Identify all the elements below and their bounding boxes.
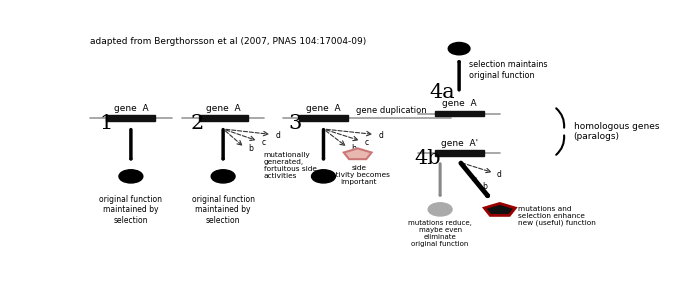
Text: c: c — [262, 138, 266, 147]
Text: gene  A: gene A — [306, 104, 341, 113]
Text: d: d — [378, 131, 383, 140]
Text: gene  A: gene A — [206, 104, 240, 113]
Text: 3: 3 — [288, 114, 302, 133]
Text: d: d — [497, 170, 502, 179]
Polygon shape — [484, 203, 515, 215]
Text: adapted from Bergthorsson et al (2007, PNAS 104:17004-09): adapted from Bergthorsson et al (2007, P… — [90, 37, 367, 45]
Text: 4b: 4b — [414, 149, 440, 168]
Text: mutations and
selection enhance
new (useful) function: mutations and selection enhance new (use… — [518, 206, 596, 226]
Text: original function
maintained by
selection: original function maintained by selectio… — [192, 195, 255, 225]
Text: b: b — [482, 182, 486, 191]
Ellipse shape — [119, 170, 143, 183]
Bar — [199, 115, 248, 121]
Text: 1: 1 — [99, 114, 113, 133]
Text: b: b — [351, 144, 356, 153]
Text: gene  A: gene A — [113, 104, 148, 113]
Text: mutations reduce,
maybe even
eliminate
original function: mutations reduce, maybe even eliminate o… — [408, 221, 472, 247]
Text: 4a: 4a — [429, 83, 455, 102]
Ellipse shape — [312, 170, 335, 183]
Text: 2: 2 — [190, 114, 204, 133]
Ellipse shape — [428, 203, 452, 216]
Text: d: d — [275, 131, 280, 140]
Bar — [106, 115, 155, 121]
Polygon shape — [344, 148, 372, 159]
Text: gene duplication: gene duplication — [356, 106, 427, 115]
Text: gene  A: gene A — [442, 99, 477, 108]
Bar — [299, 115, 348, 121]
Text: homologous genes: homologous genes — [573, 122, 659, 131]
Text: original function
maintained by
selection: original function maintained by selectio… — [99, 195, 162, 225]
Text: c: c — [365, 138, 369, 147]
Ellipse shape — [211, 170, 235, 183]
Text: mutationally
generated,
fortuitous side
activities: mutationally generated, fortuitous side … — [264, 152, 316, 179]
Text: selection maintains
original function: selection maintains original function — [469, 60, 547, 80]
Text: gene  A': gene A' — [440, 139, 477, 148]
Text: b: b — [248, 144, 253, 153]
Bar — [435, 150, 484, 156]
Text: side
activity becomes
important: side activity becomes important — [328, 165, 390, 185]
Text: (paralogs): (paralogs) — [573, 132, 620, 141]
Bar — [435, 111, 484, 116]
Ellipse shape — [448, 42, 470, 55]
